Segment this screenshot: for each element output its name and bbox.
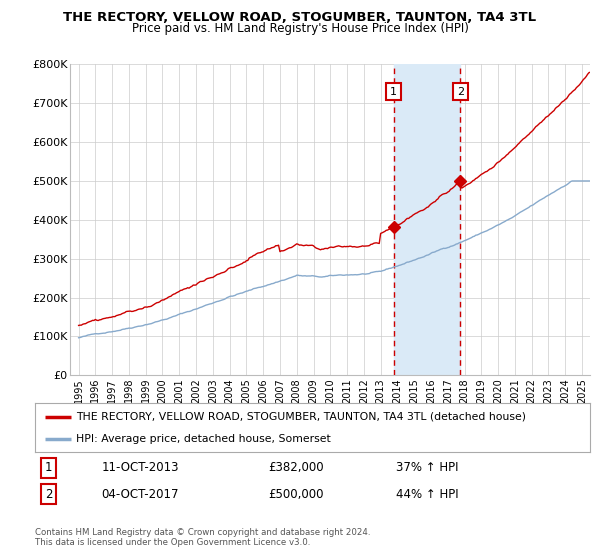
- Text: £500,000: £500,000: [268, 488, 323, 501]
- Text: 1: 1: [45, 461, 52, 474]
- Text: 2: 2: [457, 87, 464, 96]
- Text: 11-OCT-2013: 11-OCT-2013: [101, 461, 179, 474]
- Text: Contains HM Land Registry data © Crown copyright and database right 2024.: Contains HM Land Registry data © Crown c…: [35, 528, 370, 536]
- Text: 04-OCT-2017: 04-OCT-2017: [101, 488, 179, 501]
- Text: Price paid vs. HM Land Registry's House Price Index (HPI): Price paid vs. HM Land Registry's House …: [131, 22, 469, 35]
- Text: 37% ↑ HPI: 37% ↑ HPI: [395, 461, 458, 474]
- Text: THE RECTORY, VELLOW ROAD, STOGUMBER, TAUNTON, TA4 3TL (detached house): THE RECTORY, VELLOW ROAD, STOGUMBER, TAU…: [76, 412, 526, 422]
- Text: HPI: Average price, detached house, Somerset: HPI: Average price, detached house, Some…: [76, 434, 331, 444]
- Text: 2: 2: [45, 488, 52, 501]
- Text: This data is licensed under the Open Government Licence v3.0.: This data is licensed under the Open Gov…: [35, 538, 310, 547]
- Text: £382,000: £382,000: [268, 461, 323, 474]
- Text: 1: 1: [390, 87, 397, 96]
- Text: 44% ↑ HPI: 44% ↑ HPI: [395, 488, 458, 501]
- Bar: [394, 64, 460, 375]
- Text: THE RECTORY, VELLOW ROAD, STOGUMBER, TAUNTON, TA4 3TL: THE RECTORY, VELLOW ROAD, STOGUMBER, TAU…: [64, 11, 536, 24]
